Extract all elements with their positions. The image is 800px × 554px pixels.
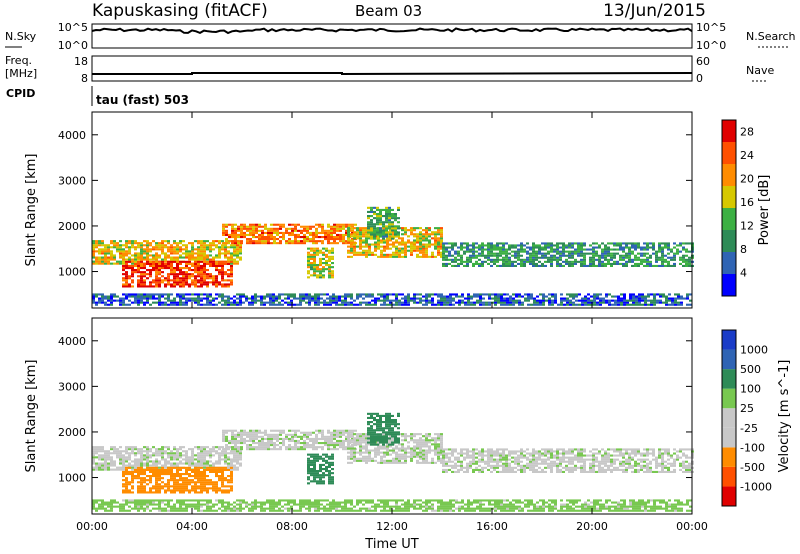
frequency-panel: Freq. [MHz] 18 8 60 0 Nave [5,54,774,85]
velocity-colorbar-tick: -1000 [740,480,772,493]
power-colorbar-tick: 16 [740,196,754,209]
power-colorbar-swatch [722,164,736,186]
velocity-colorbar-swatch [722,447,736,467]
velocity-region [442,448,694,473]
freq-label-1: Freq. [5,54,32,67]
power-colorbar-tick: 28 [740,126,754,139]
nave-bottom-tick: 0 [696,72,703,85]
noise-panel: N.Sky 10^5 10^0 10^5 10^0 N.Search [5,21,796,52]
power-colorbar-swatch [722,252,736,274]
station-title: Kapuskasing (fitACF) [92,1,268,21]
velocity-region [222,429,357,451]
velocity-colorbar-swatch [722,486,736,506]
power-colorbar-swatch [722,208,736,230]
noise-left-bottom-tick: 10^0 [58,39,88,52]
velocity-colorbar-tick: 25 [740,402,754,415]
nave-label: Nave [746,64,774,77]
velocity-colorbar-tick: -25 [740,422,758,435]
velocity-colorbar-tick: 500 [740,363,761,376]
velocity-colorbar-swatch [722,388,736,409]
power-colorbar-swatch [722,120,736,142]
velocity-colorbar-swatch [722,330,736,350]
velocity-y-ticks: 1000 2000 3000 4000 [58,335,692,485]
power-colorbar-swatch [722,186,736,208]
velocity-colorbar-label: Velocity [m s^-1] [777,360,792,473]
power-colorbar-label: Power [dB] [757,175,772,246]
velocity-region [92,499,692,512]
velocity-y-tick-label: 1000 [58,472,86,485]
freq-label-2: [MHz] [5,67,37,80]
velocity-data [92,412,694,512]
power-region [307,247,334,279]
velocity-region [307,453,334,485]
velocity-colorbar-swatch [722,408,736,428]
cpid-label: CPID [6,87,35,100]
velocity-y-axis-label: Slant Range [km] [24,360,39,473]
velocity-colorbar-swatch [722,349,736,370]
velocity-colorbar-swatch [722,466,736,487]
freq-bottom-tick: 8 [81,72,88,85]
noise-trace [91,27,693,35]
x-axis-label: Time UT [364,537,418,552]
power-x-ticks [91,112,693,308]
velocity-panel: 1000 2000 3000 4000 00:00 04:00 08:00 12:00 16:… [24,317,792,533]
power-y-tick-label: 2000 [58,220,86,233]
power-panel: 1000 2000 3000 4000 Slant Range [km] 4 8 12 16… [24,111,772,309]
power-colorbar-tick: 8 [740,243,747,256]
velocity-colorbar-tick: 100 [740,383,761,396]
velocity-region [122,466,233,494]
power-region [442,242,694,267]
power-region [122,260,233,288]
x-tick-label: 08:00 [276,520,308,533]
frequency-trace [92,72,693,76]
velocity-y-tick-label: 2000 [58,426,86,439]
power-colorbar-tick: 4 [740,267,747,280]
power-region [367,206,400,240]
velocity-colorbar-swatch [722,427,736,448]
velocity-y-tick-label: 3000 [58,380,86,393]
power-colorbar-tick: 20 [740,173,754,186]
power-colorbar-tick: 24 [740,149,754,162]
date-title: 13/Jun/2015 [603,1,706,21]
beam-title: Beam 03 [355,2,422,20]
noise-right-top-tick: 10^5 [696,21,726,34]
velocity-colorbar-tick: 1000 [740,344,768,357]
n-search-label: N.Search [746,30,796,43]
velocity-colorbar-tick: -500 [740,461,765,474]
velocity-region [367,412,400,446]
x-tick-label: 00:00 [76,520,108,533]
power-y-ticks: 1000 2000 3000 4000 [58,129,692,279]
power-colorbar-swatch [722,230,736,252]
power-colorbar-swatch [722,142,736,164]
x-tick-label: 16:00 [476,520,508,533]
power-colorbar-tick: 12 [740,220,754,233]
noise-left-top-tick: 10^5 [58,21,88,34]
n-sky-label: N.Sky [5,30,37,43]
x-tick-label: 04:00 [176,520,208,533]
power-y-axis-label: Slant Range [km] [24,154,39,267]
velocity-y-tick-label: 4000 [58,335,86,348]
cpid-value: tau (fast) 503 [96,93,189,107]
power-data [92,206,694,306]
velocity-colorbar-tick: -100 [740,441,765,454]
x-tick-label: 00:00 [676,520,708,533]
power-y-tick-label: 4000 [58,129,86,142]
power-region [222,223,357,245]
power-y-tick-label: 1000 [58,266,86,279]
x-tick-label: 20:00 [576,520,608,533]
nave-top-tick: 60 [696,55,710,68]
velocity-colorbar-swatch [722,369,736,389]
power-region [92,293,692,306]
freq-top-tick: 18 [74,55,88,68]
cpid-row: CPID tau (fast) 503 [6,86,189,107]
power-colorbar-swatch [722,274,736,296]
velocity-colorbar: 1000 500 100 25 -25 -100 -500 -1000 [721,329,772,507]
x-tick-label: 12:00 [376,520,408,533]
power-y-tick-label: 3000 [58,174,86,187]
velocity-x-ticks: 00:00 04:00 08:00 12:00 16:00 20:00 00:00 [76,318,708,533]
noise-right-bottom-tick: 10^0 [696,39,726,52]
power-colorbar: 4 8 12 16 20 24 28 [721,119,754,297]
